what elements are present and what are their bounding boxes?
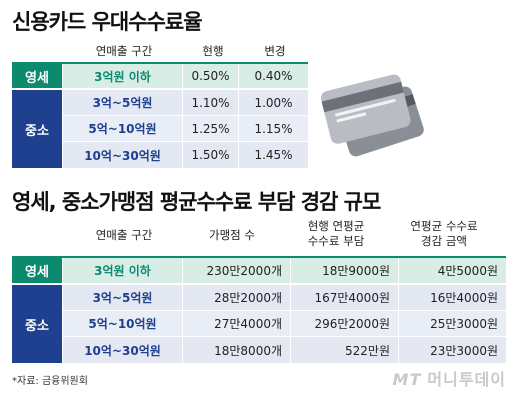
table1-top-rule (12, 62, 308, 64)
table2-cell-stores: 18만8000개 (182, 337, 290, 363)
table2-cell-reduction: 16만4000원 (398, 285, 506, 310)
table1-row: 5억~10억원 1.25% 1.15% (62, 116, 308, 141)
table2-cell-stores: 230만2000개 (182, 258, 290, 283)
title-fee-burden-reduction: 영세, 중소가맹점 평균수수료 부담 경감 규모 (12, 190, 381, 214)
table2-row: 5억~10억원 27만4000개 296만2000원 25만3000원 (62, 311, 506, 336)
table2-header-burden-line2: 수수료 부담 (307, 234, 365, 248)
table1-header-changed: 변경 (264, 44, 286, 58)
table1-header-current: 현행 (202, 44, 224, 58)
table2-cell-range: 3억원 이하 (62, 258, 182, 283)
publisher-logo: MT 머니투데이 (393, 366, 506, 390)
table1-cell-current: 1.50% (182, 142, 238, 168)
table1-header-range: 연매출 구간 (95, 44, 153, 58)
table2-row: 10억~30억원 18만8000개 522만원 23만3000원 (62, 337, 506, 363)
table1-cell-current: 1.10% (182, 90, 238, 115)
table1-cell-changed: 1.00% (238, 90, 308, 115)
table2-header-burden: 현행 연평균 수수료 부담 (286, 219, 386, 249)
table2-cell-reduction: 25만3000원 (398, 311, 506, 336)
logo-mark: MT (392, 370, 422, 389)
table2-header-reduction: 연평균 수수료 경감 금액 (394, 219, 494, 249)
table2-cell-reduction: 4만5000원 (398, 258, 506, 283)
table2-row: 3억원 이하 230만2000개 18만9000원 4만5000원 (62, 258, 506, 283)
table2-cell-stores: 28만2000개 (182, 285, 290, 310)
table1-cell-range: 5억~10억원 (62, 116, 182, 141)
table2-header-range: 연매출 구간 (95, 228, 153, 242)
logo-name: 머니투데이 (427, 370, 506, 389)
table1-row: 3억원 이하 0.50% 0.40% (62, 64, 308, 88)
table2-cell-burden: 167만4000원 (290, 285, 398, 310)
table2-header-stores: 가맹점 수 (209, 228, 255, 242)
table2-row: 3억~5억원 28만2000개 167만4000원 16만4000원 (62, 285, 506, 310)
table1-category-medium: 중소 (12, 90, 62, 168)
table1-cell-changed: 0.40% (238, 64, 308, 88)
table1-cell-current: 0.50% (182, 64, 238, 88)
credit-cards-illustration (320, 74, 424, 157)
table2-cell-range: 3억~5억원 (62, 285, 182, 310)
table2-category-small: 영세 (12, 258, 62, 283)
table2-cell-burden: 522만원 (290, 337, 398, 363)
table2-category-medium: 중소 (12, 285, 62, 363)
table1-row: 3억~5억원 1.10% 1.00% (62, 90, 308, 115)
table2-cell-burden: 296만2000원 (290, 311, 398, 336)
table1-cell-range: 10억~30억원 (62, 142, 182, 168)
table1-cell-current: 1.25% (182, 116, 238, 141)
table1-cell-range: 3억원 이하 (62, 64, 182, 88)
title-card-fee-rates: 신용카드 우대수수료율 (12, 10, 203, 34)
source-note: *자료: 금융위원회 (12, 376, 88, 387)
table1-category-small: 영세 (12, 64, 62, 88)
table2-cell-burden: 18만9000원 (290, 258, 398, 283)
table1-row: 10억~30억원 1.50% 1.45% (62, 142, 308, 168)
table2-cell-range: 5억~10억원 (62, 311, 182, 336)
table2-cell-reduction: 23만3000원 (398, 337, 506, 363)
table1-cell-changed: 1.15% (238, 116, 308, 141)
table1-cell-range: 3억~5억원 (62, 90, 182, 115)
table1-cell-changed: 1.45% (238, 142, 308, 168)
table2-header-reduction-line1: 연평균 수수료 (410, 219, 478, 233)
table2-top-rule (12, 256, 506, 258)
table2-cell-range: 10억~30억원 (62, 337, 182, 363)
table2-header-burden-line1: 현행 연평균 (307, 219, 365, 233)
table2-header-reduction-line2: 경감 금액 (421, 234, 467, 248)
table2-cell-stores: 27만4000개 (182, 311, 290, 336)
